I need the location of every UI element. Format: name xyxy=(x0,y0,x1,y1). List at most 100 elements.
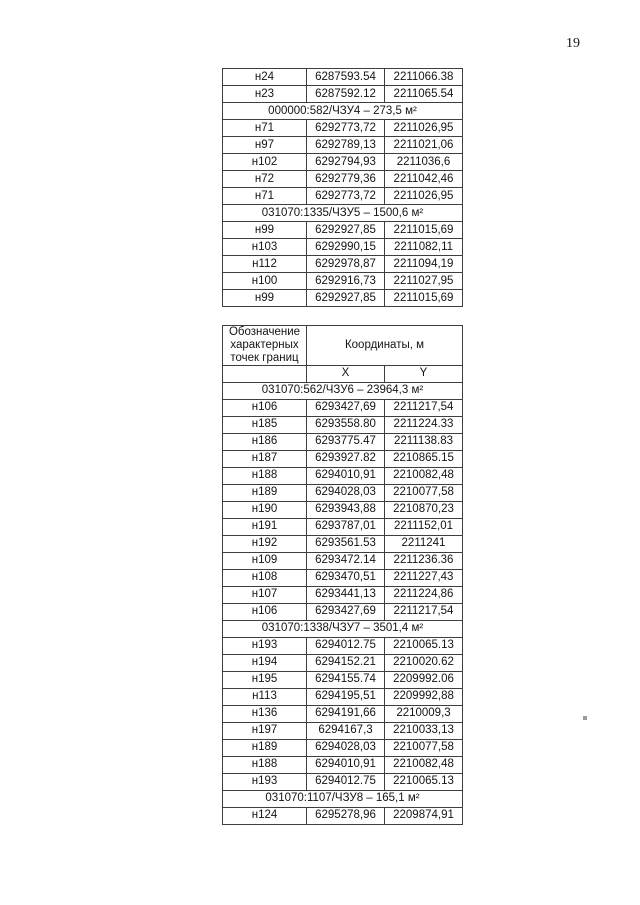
point-label-cell: н99 xyxy=(222,221,307,239)
table-row: н103 6292990,15 2211082,11 xyxy=(222,238,463,256)
table-row: н194 6294152.21 2210020.62 xyxy=(222,653,463,672)
point-label-cell: н72 xyxy=(222,170,307,188)
x-cell: 6293561.53 xyxy=(306,534,385,553)
y-cell: 2211236.36 xyxy=(384,551,463,570)
point-label-cell: н107 xyxy=(222,585,307,604)
point-label-cell: н191 xyxy=(222,517,307,536)
x-cell: 6292779,36 xyxy=(306,170,385,188)
point-label-cell: н185 xyxy=(222,415,307,434)
x-cell: 6293943,88 xyxy=(306,500,385,519)
x-cell: 6293427,69 xyxy=(306,602,385,621)
point-label-cell: н194 xyxy=(222,653,307,672)
lower-table-body: 031070:562/ЧЗУ6 – 23964,3 м² н106 6293427,… xyxy=(222,381,463,825)
subheader-row: X Y xyxy=(222,364,463,383)
table-row: н188 6294010,91 2210082,48 xyxy=(222,466,463,485)
section-header-cell: 031070:1335/ЧЗУ5 – 1500,6 м² xyxy=(222,204,463,222)
section-header-cell: 000000:582/ЧЗУ4 – 273,5 м² xyxy=(222,102,463,120)
y-cell: 2211042,46 xyxy=(384,170,463,188)
point-label-cell: н188 xyxy=(222,466,307,485)
point-label-cell: н109 xyxy=(222,551,307,570)
table-row: н189 6294028,03 2210077,58 xyxy=(222,483,463,502)
table-row: н107 6293441,13 2211224,86 xyxy=(222,585,463,604)
y-cell: 2211152,01 xyxy=(384,517,463,536)
table-row: н106 6293427,69 2211217,54 xyxy=(222,602,463,621)
y-cell: 2210009,3 xyxy=(384,704,463,723)
x-cell: 6292773,72 xyxy=(306,187,385,205)
point-label-cell: н187 xyxy=(222,449,307,468)
point-label-cell: н102 xyxy=(222,153,307,171)
empty-header-cell xyxy=(222,364,307,383)
x-cell: 6294028,03 xyxy=(306,483,385,502)
section-row: 031070:1338/ЧЗУ7 – 3501,4 м² xyxy=(222,619,463,638)
x-cell: 6292927,85 xyxy=(306,289,385,307)
upper-table-body: н24 6287593.54 2211066.38 н23 6287592.12 2211… xyxy=(222,68,463,307)
lower-coordinates-table: Обозначение характерных точек границ Коо… xyxy=(222,325,463,825)
x-cell: 6294028,03 xyxy=(306,738,385,757)
y-cell: 2211027,95 xyxy=(384,272,463,290)
point-label-cell: н189 xyxy=(222,483,307,502)
point-label-cell: н189 xyxy=(222,738,307,757)
table-row: н23 6287592.12 2211065.54 xyxy=(222,85,463,103)
x-cell: 6294012.75 xyxy=(306,636,385,655)
section-header-cell: 031070:562/ЧЗУ6 – 23964,3 м² xyxy=(222,381,463,400)
table-row: н109 6293472.14 2211236.36 xyxy=(222,551,463,570)
point-label-cell: н103 xyxy=(222,238,307,256)
x-cell: 6294010,91 xyxy=(306,466,385,485)
page-number: 19 xyxy=(566,36,580,51)
section-row: 031070:562/ЧЗУ6 – 23964,3 м² xyxy=(222,381,463,400)
point-label-cell: н97 xyxy=(222,136,307,154)
x-cell: 6293927.82 xyxy=(306,449,385,468)
point-label-cell: н99 xyxy=(222,289,307,307)
x-cell: 6294152.21 xyxy=(306,653,385,672)
y-cell: 2210077,58 xyxy=(384,738,463,757)
y-cell: 2210865.15 xyxy=(384,449,463,468)
point-label-cell: н23 xyxy=(222,85,307,103)
y-cell: 2211015,69 xyxy=(384,221,463,239)
point-label-cell: н193 xyxy=(222,772,307,791)
point-label-cell: н106 xyxy=(222,602,307,621)
x-cell: 6292789,13 xyxy=(306,136,385,154)
table-row: н187 6293927.82 2210865.15 xyxy=(222,449,463,468)
y-cell: 2210065.13 xyxy=(384,772,463,791)
section-header-cell: 031070:1107/ЧЗУ8 – 165,1 м² xyxy=(222,789,463,808)
table-row: н190 6293943,88 2210870,23 xyxy=(222,500,463,519)
table-row: н112 6292978,87 2211094,19 xyxy=(222,255,463,273)
y-cell: 2211224,86 xyxy=(384,585,463,604)
point-label-cell: н71 xyxy=(222,187,307,205)
x-cell: 6292773,72 xyxy=(306,119,385,137)
table-row: н71 6292773,72 2211026,95 xyxy=(222,119,463,137)
y-cell: 2211217,54 xyxy=(384,398,463,417)
y-cell: 2211217,54 xyxy=(384,602,463,621)
x-cell: 6293441,13 xyxy=(306,585,385,604)
section-row: 000000:582/ЧЗУ4 – 273,5 м² xyxy=(222,102,463,120)
x-cell: 6294012.75 xyxy=(306,772,385,791)
x-cell: 6292990,15 xyxy=(306,238,385,256)
y-cell: 2209992.06 xyxy=(384,670,463,689)
y-cell: 2211066.38 xyxy=(384,68,463,86)
lower-table-header: Обозначение характерных точек границ Коо… xyxy=(222,325,463,383)
point-label-cell: н195 xyxy=(222,670,307,689)
point-label-cell: н192 xyxy=(222,534,307,553)
table-row: н192 6293561.53 2211241 xyxy=(222,534,463,553)
y-cell: 2210082,48 xyxy=(384,466,463,485)
x-cell: 6293775.47 xyxy=(306,432,385,451)
y-cell: 2211094,19 xyxy=(384,255,463,273)
header-row: Обозначение характерных точек границ Коо… xyxy=(222,325,463,366)
table-row: н97 6292789,13 2211021,06 xyxy=(222,136,463,154)
scan-artifact-speck xyxy=(583,716,587,720)
table-row: н189 6294028,03 2210077,58 xyxy=(222,738,463,757)
x-cell: 6293427,69 xyxy=(306,398,385,417)
x-cell: 6292978,87 xyxy=(306,255,385,273)
y-cell: 2211241 xyxy=(384,534,463,553)
table-row: н195 6294155.74 2209992.06 xyxy=(222,670,463,689)
point-label-cell: н190 xyxy=(222,500,307,519)
x-cell: 6292916,73 xyxy=(306,272,385,290)
table-row: н24 6287593.54 2211066.38 xyxy=(222,68,463,86)
table-row: н99 6292927,85 2211015,69 xyxy=(222,289,463,307)
point-label-cell: н100 xyxy=(222,272,307,290)
y-cell: 2211026,95 xyxy=(384,119,463,137)
x-cell: 6292927,85 xyxy=(306,221,385,239)
table-row: н113 6294195,51 2209992,88 xyxy=(222,687,463,706)
table-row: н72 6292779,36 2211042,46 xyxy=(222,170,463,188)
point-label-cell: н124 xyxy=(222,806,307,825)
